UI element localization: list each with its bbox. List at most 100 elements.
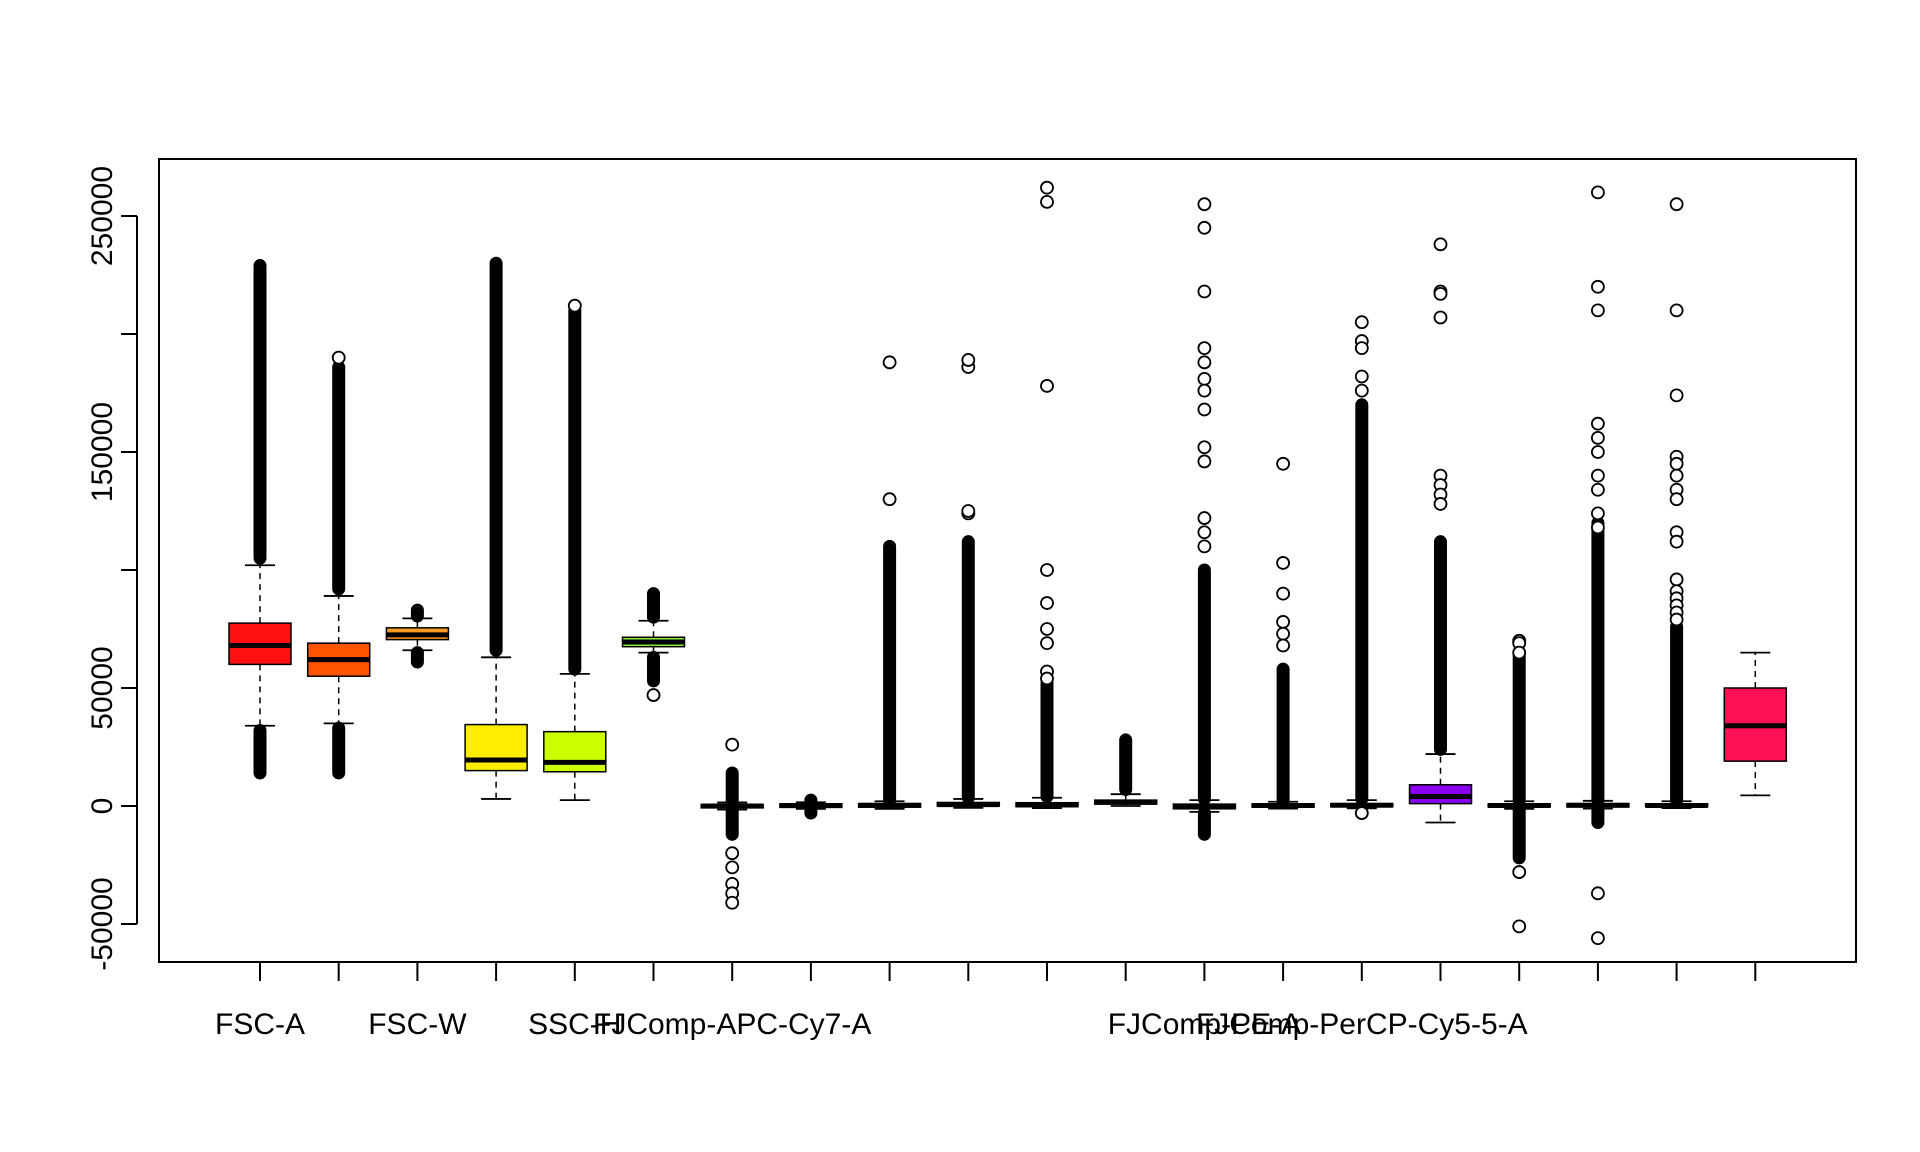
outlier-point [1197, 355, 1212, 370]
outlier-point [725, 860, 740, 875]
y-tick-label: 50000 [86, 646, 119, 729]
outlier-cluster [1355, 398, 1369, 806]
outlier-point [1512, 865, 1527, 879]
outlier-point [1669, 492, 1684, 507]
box-series [1172, 197, 1237, 841]
outlier-point [961, 353, 976, 367]
box-series [1015, 180, 1079, 810]
outlier-point [1197, 371, 1212, 386]
outlier-point [1591, 931, 1605, 946]
outlier-cluster [489, 256, 503, 657]
box-series [385, 603, 450, 669]
box-series [464, 256, 528, 800]
outlier-cluster [1591, 803, 1605, 830]
outlier-point [882, 355, 897, 370]
outlier-point [567, 298, 582, 313]
outlier-cluster [961, 535, 975, 805]
outlier-point [1040, 622, 1054, 636]
outlier-point [1669, 534, 1684, 549]
outlier-point [1276, 615, 1290, 629]
outlier-point [1512, 919, 1527, 934]
outlier-point [1040, 563, 1054, 577]
outlier-point [646, 688, 661, 702]
outlier-point [1591, 416, 1605, 431]
box-series [936, 353, 1001, 809]
box-series [857, 355, 922, 810]
outlier-cluster [725, 804, 739, 841]
outlier-point [1591, 468, 1605, 483]
outlier-cluster [332, 360, 346, 596]
outlier-point [1040, 194, 1054, 209]
y-axis: -50000 0 50000 150000 250000 [86, 166, 138, 971]
y-tick-label: 0 [86, 798, 119, 815]
outlier-point [1591, 482, 1605, 497]
outlier-point [961, 504, 976, 518]
outlier-point [1591, 520, 1605, 535]
outlier-point [331, 350, 346, 365]
outlier-cluster [1040, 676, 1054, 804]
x-tick-label: FJComp-PE-A [1108, 1008, 1301, 1041]
outlier-point [1197, 284, 1212, 299]
box-series [1093, 733, 1158, 807]
x-tick-label: FSC-A [215, 1008, 305, 1041]
outlier-point [1669, 612, 1684, 627]
outlier-point [1591, 279, 1605, 294]
y-tick-label: -50000 [86, 877, 119, 970]
outlier-point [1276, 556, 1290, 570]
outlier-point [1354, 369, 1369, 384]
x-tick-label: FSC-W [368, 1008, 467, 1041]
x-tick-label: FJComp-APC-Cy7-A [593, 1008, 871, 1041]
outlier-point [1669, 303, 1684, 318]
outlier-point [1354, 383, 1369, 398]
outlier-point [1591, 185, 1605, 200]
outlier-cluster [1276, 662, 1290, 808]
outlier-cluster [725, 766, 739, 808]
outlier-point [1354, 806, 1369, 820]
outlier-point [1040, 596, 1054, 610]
outlier-cluster [1197, 806, 1211, 841]
box-series [306, 350, 371, 780]
outlier-point [725, 737, 740, 752]
outlier-cluster [883, 539, 897, 807]
outlier-cluster [410, 646, 424, 669]
outlier-cluster [1591, 516, 1605, 807]
outlier-cluster [647, 587, 660, 624]
outlier-point [1354, 341, 1369, 356]
outlier-point [1669, 456, 1684, 471]
outlier-point [1040, 180, 1054, 195]
outlier-point [1433, 237, 1448, 252]
x-tick-label: SSC-H [528, 1008, 621, 1041]
outlier-point [1197, 402, 1212, 417]
outlier-point [1433, 497, 1448, 511]
outlier-point [1197, 525, 1212, 540]
box-iqr [543, 730, 607, 773]
outlier-point [1197, 220, 1212, 235]
outlier-point [1591, 886, 1605, 901]
outlier-point [1669, 468, 1684, 483]
outlier-cluster [568, 303, 582, 676]
box-series [228, 259, 292, 780]
outlier-point [1197, 383, 1212, 398]
box-series [700, 737, 764, 910]
boxplot-series-group [228, 180, 1788, 946]
box-series [1330, 315, 1394, 820]
outlier-point [1591, 303, 1605, 318]
outlier-cluster [1670, 620, 1684, 807]
box-series [1408, 237, 1473, 824]
box-series [1723, 651, 1788, 797]
box-series [621, 587, 686, 702]
outlier-point [1197, 454, 1212, 469]
outlier-point [1276, 638, 1290, 653]
outlier-cluster [647, 650, 660, 688]
box-iqr [464, 723, 528, 772]
outlier-point [1669, 197, 1684, 212]
x-tick-label: FJComp-PerCP-Cy5-5-A [1196, 1008, 1528, 1041]
outlier-point [1669, 572, 1684, 587]
outlier-point [1354, 315, 1369, 330]
box-series [1566, 185, 1630, 946]
box-series [1644, 197, 1709, 810]
box-series [779, 793, 843, 820]
outlier-cluster [1119, 733, 1133, 796]
outlier-point [1512, 645, 1527, 660]
